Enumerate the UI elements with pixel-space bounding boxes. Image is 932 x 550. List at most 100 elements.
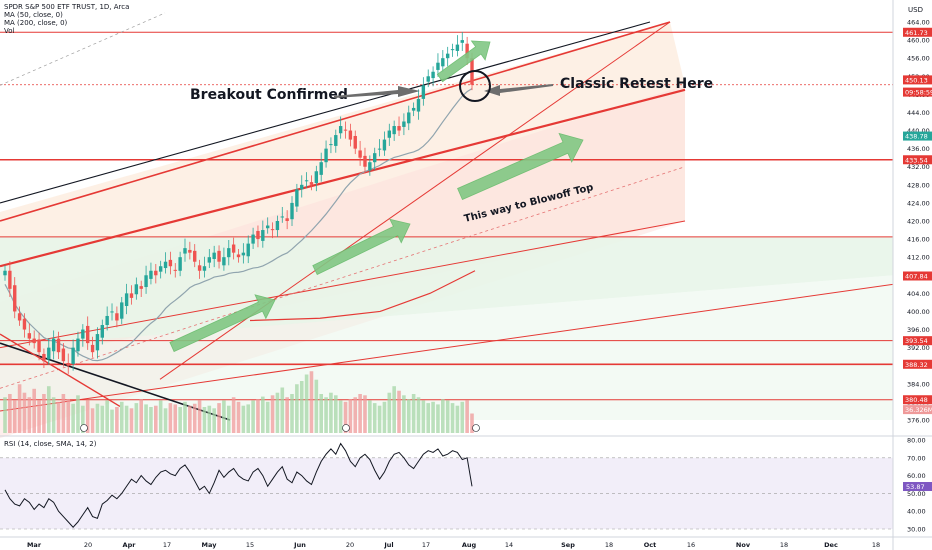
time-tick: Apr [123, 541, 137, 549]
volume-bar [338, 400, 343, 433]
time-axis[interactable]: Mar 20 Apr 17 May 15 Jun 20 Jul 17 Aug 14 Sep 18 Oct 16… [0, 424, 932, 550]
candle-body [173, 269, 177, 271]
price-label: 393.54 [905, 337, 928, 345]
price-label: 407.84 [905, 272, 928, 280]
candle-body [353, 135, 357, 149]
price-axis[interactable]: 464.00460.00456.00452.00448.00444.00440.… [892, 0, 932, 550]
candle-body [348, 130, 353, 140]
volume-bar [192, 403, 197, 433]
volume-bar [382, 401, 387, 433]
candle-body [368, 162, 372, 171]
candle-body [275, 221, 280, 231]
volume-bar [139, 399, 144, 433]
volume-bar [436, 404, 440, 433]
green-arrows [169, 40, 584, 353]
volume-bar [76, 395, 80, 433]
rsi-line [4, 442, 473, 528]
price-label-box [903, 27, 932, 37]
trendlines [0, 12, 894, 421]
volume-bar [168, 403, 173, 433]
price-label-box [903, 395, 932, 405]
dividend-marker [472, 424, 480, 432]
volume-bar [119, 401, 124, 433]
volume-bar [460, 401, 465, 433]
candle-body [363, 155, 367, 167]
candle-body [358, 150, 362, 158]
volume-bar [17, 384, 22, 433]
arrow-4 [436, 40, 491, 83]
candle-body [265, 225, 270, 229]
candlesticks [3, 31, 474, 374]
price-tick: 384.00 [907, 380, 930, 388]
candle-body [32, 338, 36, 344]
price-tick: 464.00 [907, 19, 930, 27]
volume-bar [154, 405, 158, 433]
volume-bar [285, 397, 289, 433]
candle-body [392, 126, 396, 135]
candle-body [115, 313, 119, 321]
volume-bar [3, 397, 7, 433]
candle-body [212, 252, 216, 259]
volume-bar [105, 400, 109, 433]
candle-body [314, 171, 319, 184]
candle-body [154, 270, 158, 276]
volume-bar [314, 379, 319, 433]
candle-body [76, 338, 80, 352]
volume-bar [110, 409, 114, 433]
rsi-value-box [903, 482, 932, 492]
volume-bar [226, 405, 231, 433]
volume-bar [343, 401, 348, 433]
volume-bar [207, 405, 212, 433]
volume-bar [173, 404, 178, 433]
retest-circle [459, 70, 491, 102]
volume-bar [329, 392, 333, 433]
volume-bar [129, 408, 134, 433]
candle-body [110, 311, 114, 313]
volume-bar [251, 400, 255, 433]
volume-label: Vol [4, 27, 15, 35]
volume-bar [22, 392, 27, 433]
volume-bar [27, 397, 32, 433]
volume-bar [333, 395, 338, 433]
time-tick: Mar [27, 541, 42, 549]
volume-bar [236, 401, 241, 433]
moving-averages [4, 88, 476, 362]
volume-bar [431, 401, 435, 433]
arrow-1 [169, 294, 276, 353]
candle-body [124, 293, 129, 307]
time-tick: 20 [84, 541, 92, 549]
price-tick: 432.00 [907, 163, 930, 171]
volume-bar [411, 394, 416, 433]
candle-body [47, 347, 51, 360]
candle-body [261, 230, 265, 241]
candle-body [465, 43, 469, 59]
time-tick: Oct [644, 541, 657, 549]
price-tick: 420.00 [907, 218, 930, 226]
old-grey-trendline [0, 12, 166, 86]
volume-bar [85, 400, 90, 433]
price-label-box [903, 87, 932, 97]
candle-body [246, 243, 250, 257]
price-label: 450.13 [905, 76, 928, 84]
volume-bar [163, 408, 168, 433]
candle-body [95, 334, 100, 351]
price-tick: 404.00 [907, 290, 930, 298]
grey-arrow-retest [484, 84, 553, 96]
ma200-line [249, 270, 476, 322]
price-label: 380.48 [905, 396, 928, 404]
falling-black-line [0, 342, 231, 421]
candle-body [236, 254, 241, 258]
volume-bar [256, 399, 260, 433]
volume-bar [290, 394, 294, 433]
volume-bar [270, 395, 275, 433]
falling-red-line [0, 333, 121, 408]
candle-body [42, 353, 46, 362]
price-label-box [903, 131, 932, 141]
volume-bars [3, 371, 474, 433]
volume-bar [441, 399, 445, 433]
price-tick: 444.00 [907, 109, 930, 117]
volume-bar [309, 371, 314, 433]
candle-body [285, 218, 289, 221]
volume-bar [222, 400, 226, 433]
